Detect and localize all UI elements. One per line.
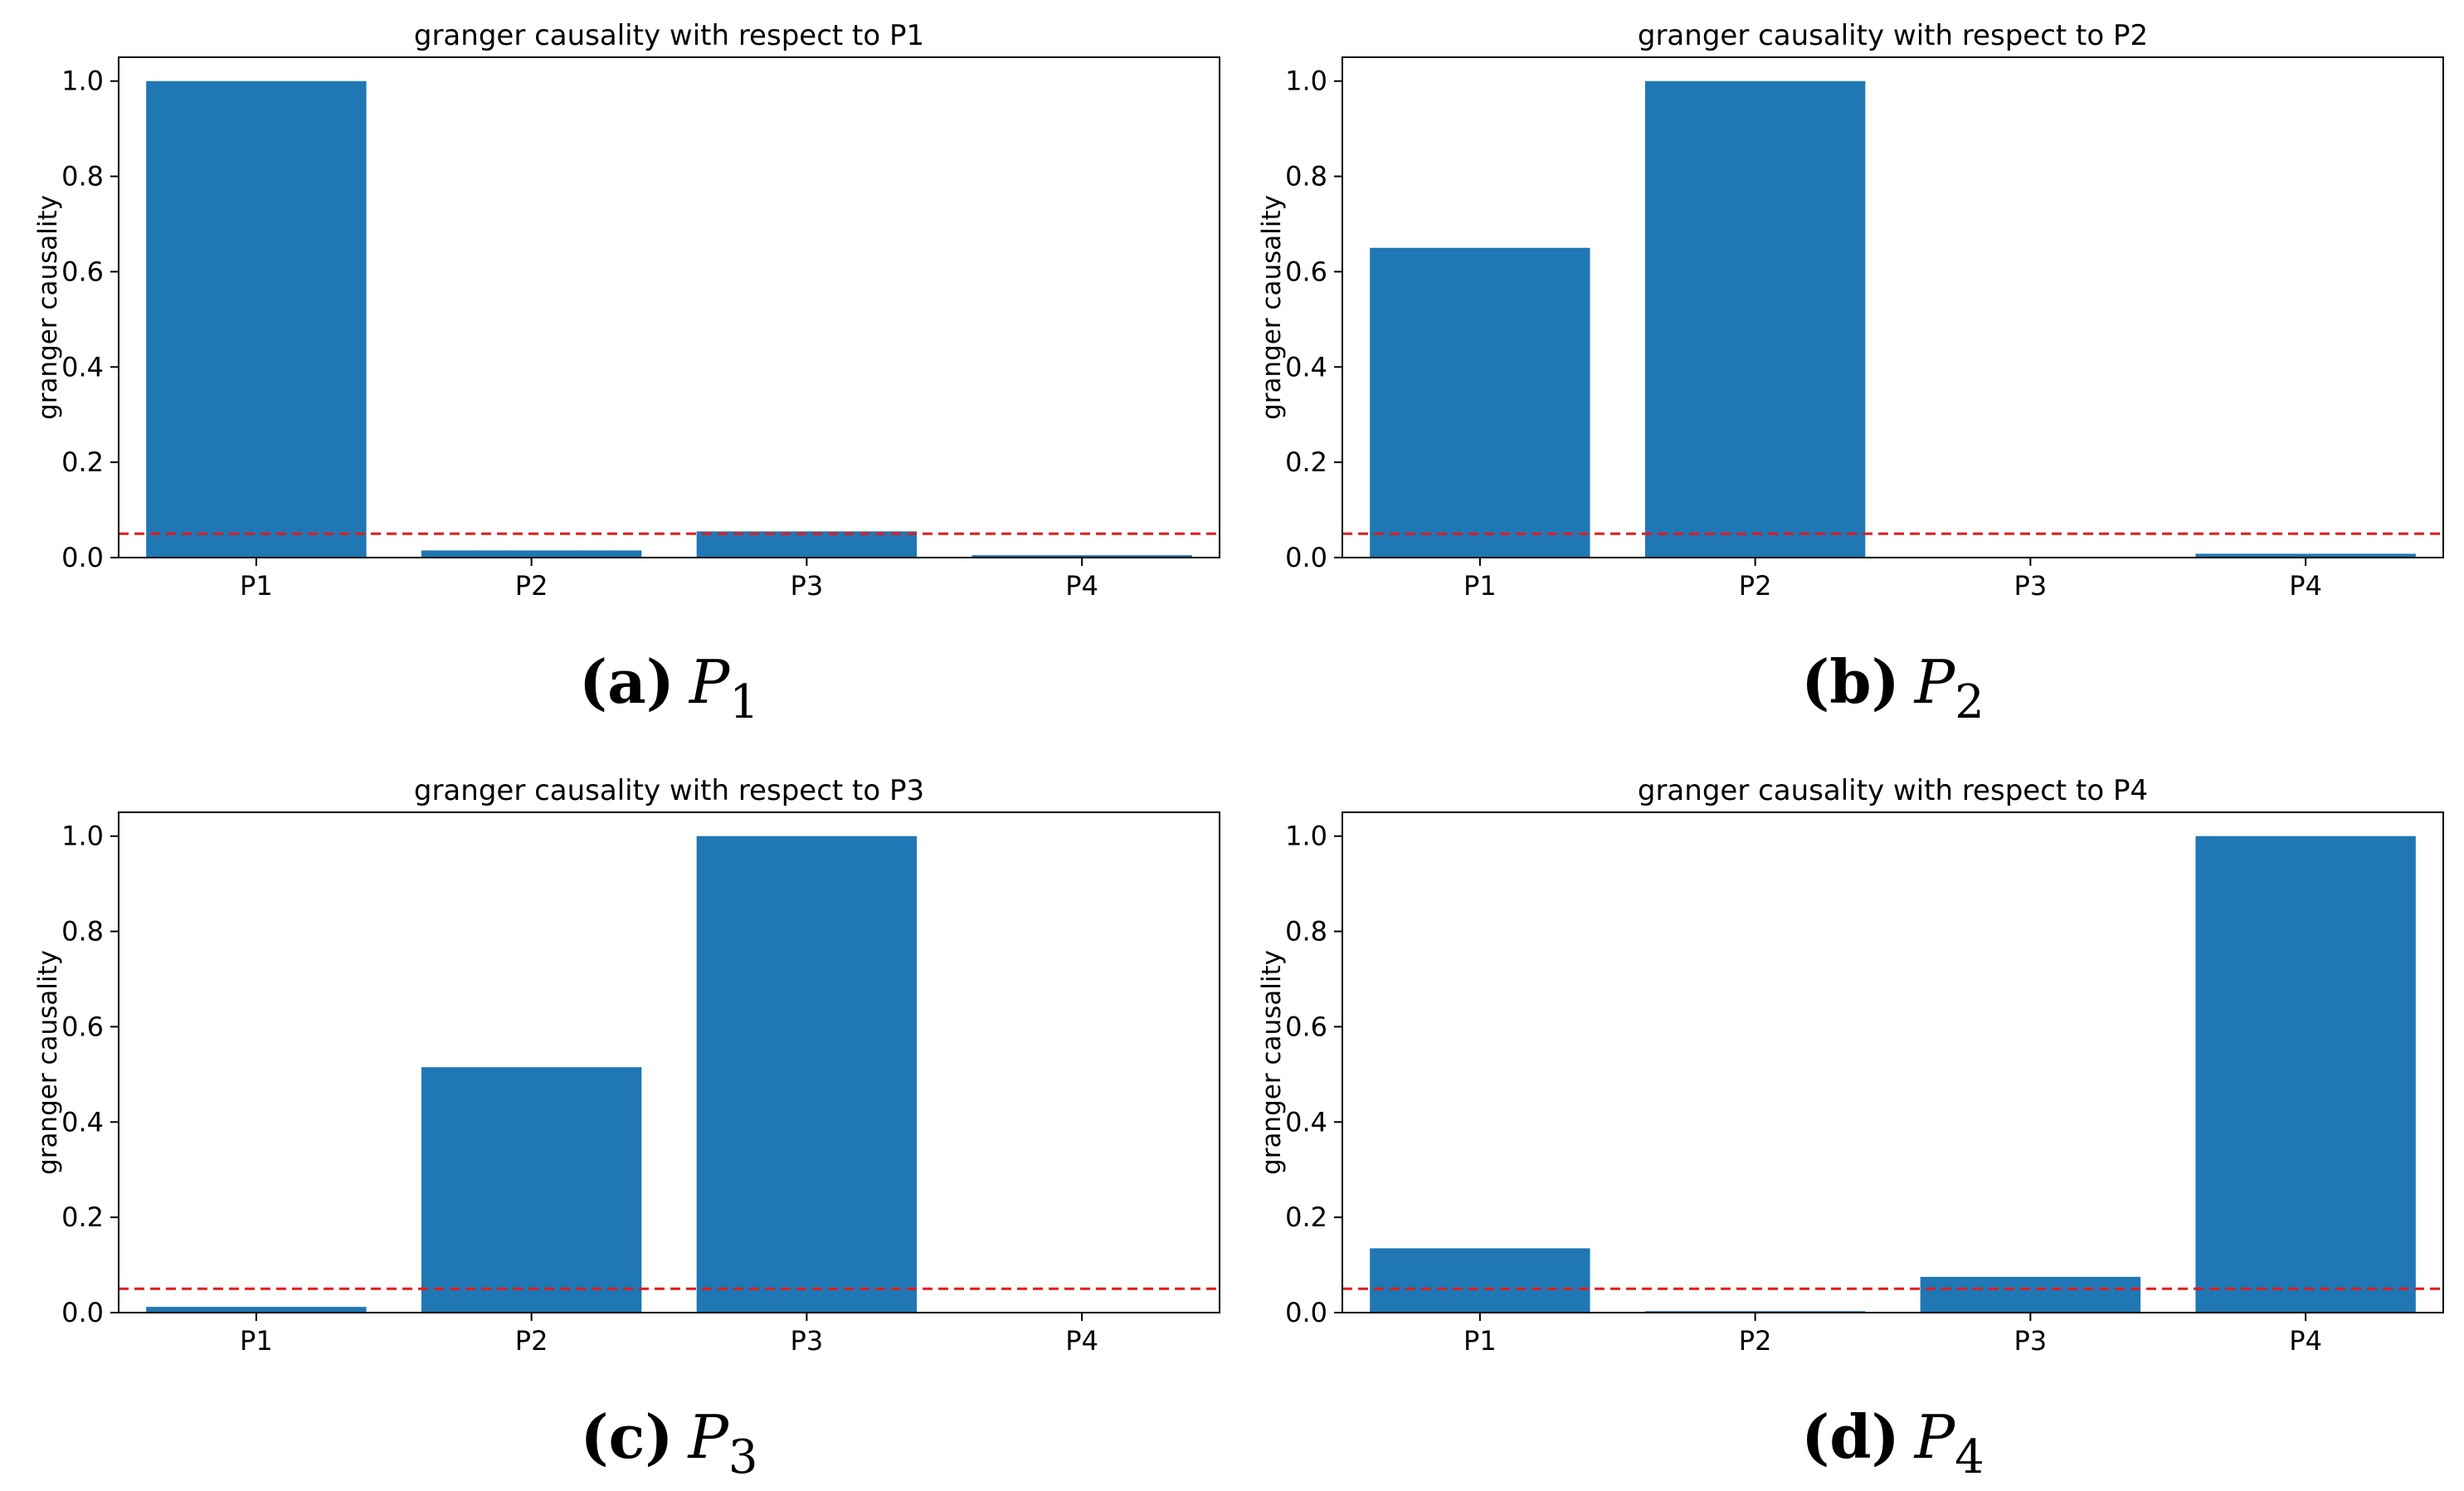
x-tick-label: P4 xyxy=(2289,1325,2322,1357)
y-axis-label: granger causality xyxy=(1257,950,1287,1175)
y-tick-label: 0.4 xyxy=(61,1106,104,1138)
subfigure-caption: (b) P2 xyxy=(1801,646,1984,729)
chart-title: granger causality with respect to P4 xyxy=(1638,774,2148,807)
y-tick-label: 0.2 xyxy=(1285,1201,1327,1233)
plot-frame xyxy=(118,811,1220,1313)
y-axis-label: granger causality xyxy=(1257,195,1287,420)
caption-letter: (c) xyxy=(580,1401,673,1472)
y-tick-label: 1.0 xyxy=(1285,821,1327,852)
bar-p3 xyxy=(1920,1276,2141,1313)
x-tick-label: P2 xyxy=(1739,570,1772,602)
y-tick-label: 0.6 xyxy=(1285,1011,1327,1042)
y-tick-label: 0.4 xyxy=(1285,1106,1327,1138)
x-tick-label: P1 xyxy=(1463,1325,1497,1357)
x-tick-label: P3 xyxy=(791,1325,824,1357)
chart-panel-1: granger causality with respect to P1 0.0 0… xyxy=(33,19,1220,729)
bar-p2 xyxy=(421,1067,642,1313)
x-tick-label: P2 xyxy=(515,1325,548,1357)
chart-panel-3: granger causality with respect to P3 0.0 0… xyxy=(33,774,1220,1484)
chart-panel-2: granger causality with respect to P2 0.0 0… xyxy=(1257,19,2444,729)
bar-p1 xyxy=(1370,1248,1590,1313)
y-tick-label: 0.0 xyxy=(1285,542,1327,573)
y-tick-label: 0.6 xyxy=(61,256,104,287)
x-tick-label: P3 xyxy=(791,570,824,602)
y-tick-label: 1.0 xyxy=(61,66,104,97)
y-axis-label: granger causality xyxy=(33,195,63,420)
y-tick-label: 0.0 xyxy=(1285,1297,1327,1328)
x-tick-label: P2 xyxy=(1739,1325,1772,1357)
caption-letter: (a) xyxy=(579,646,674,717)
caption-letter: (b) xyxy=(1801,646,1899,717)
subfigure-caption: (c) P3 xyxy=(580,1401,757,1484)
chart-title: granger causality with respect to P1 xyxy=(414,19,924,52)
y-tick-label: 0.6 xyxy=(61,1011,104,1042)
caption-variable: P xyxy=(1913,647,1956,717)
chart-title: granger causality with respect to P2 xyxy=(1638,19,2148,52)
y-tick-label: 0.0 xyxy=(61,542,104,573)
subfigure-caption: (d) P4 xyxy=(1801,1401,1984,1484)
y-tick-label: 0.4 xyxy=(1285,351,1327,382)
x-tick-label: P3 xyxy=(2014,570,2048,602)
x-tick-label: P3 xyxy=(2014,1325,2048,1357)
plot-frame xyxy=(1342,56,2444,558)
chart-title: granger causality with respect to P3 xyxy=(414,774,924,807)
y-tick-label: 0.8 xyxy=(61,916,104,948)
y-tick-label: 0.8 xyxy=(61,161,104,192)
caption-variable: P xyxy=(686,1402,729,1472)
bar-p2 xyxy=(1644,80,1866,558)
chart-panel-4: granger causality with respect to P4 0.0 0… xyxy=(1257,774,2444,1484)
bar-p3 xyxy=(696,531,918,558)
plot-frame xyxy=(1342,811,2444,1313)
caption-subscript: 3 xyxy=(728,1430,758,1484)
y-axis-label: granger causality xyxy=(33,950,63,1175)
y-tick-label: 0.0 xyxy=(61,1297,104,1328)
caption-subscript: 2 xyxy=(1955,675,1984,729)
y-tick-label: 1.0 xyxy=(1285,66,1327,97)
x-tick-label: P4 xyxy=(1065,570,1098,602)
caption-letter: (d) xyxy=(1801,1401,1899,1472)
bar-p4 xyxy=(2195,553,2416,558)
bar-p1 xyxy=(146,1307,367,1313)
bar-p1 xyxy=(146,80,367,558)
y-tick-label: 0.4 xyxy=(61,351,104,382)
bar-p4 xyxy=(971,555,1192,558)
subfigure-caption: (a) P1 xyxy=(579,646,759,729)
bar-p2 xyxy=(421,550,642,558)
bar-p4 xyxy=(2195,836,2416,1313)
x-tick-label: P1 xyxy=(1463,570,1497,602)
bar-p3 xyxy=(696,836,918,1313)
caption-variable: P xyxy=(1913,1402,1956,1472)
y-tick-label: 0.2 xyxy=(1285,446,1327,478)
x-tick-label: P2 xyxy=(515,570,548,602)
plot-frame xyxy=(118,56,1220,558)
x-tick-label: P4 xyxy=(2289,570,2322,602)
y-tick-label: 0.8 xyxy=(1285,916,1327,948)
caption-subscript: 4 xyxy=(1955,1430,1984,1484)
y-tick-label: 0.6 xyxy=(1285,256,1327,287)
caption-subscript: 1 xyxy=(729,675,759,729)
y-tick-label: 0.2 xyxy=(61,1201,104,1233)
caption-variable: P xyxy=(688,647,731,717)
y-tick-label: 0.2 xyxy=(61,446,104,478)
x-tick-label: P1 xyxy=(240,1325,273,1357)
y-tick-label: 1.0 xyxy=(61,821,104,852)
y-tick-label: 0.8 xyxy=(1285,161,1327,192)
x-tick-label: P1 xyxy=(240,570,273,602)
x-tick-label: P4 xyxy=(1065,1325,1098,1357)
bar-p1 xyxy=(1370,247,1590,558)
